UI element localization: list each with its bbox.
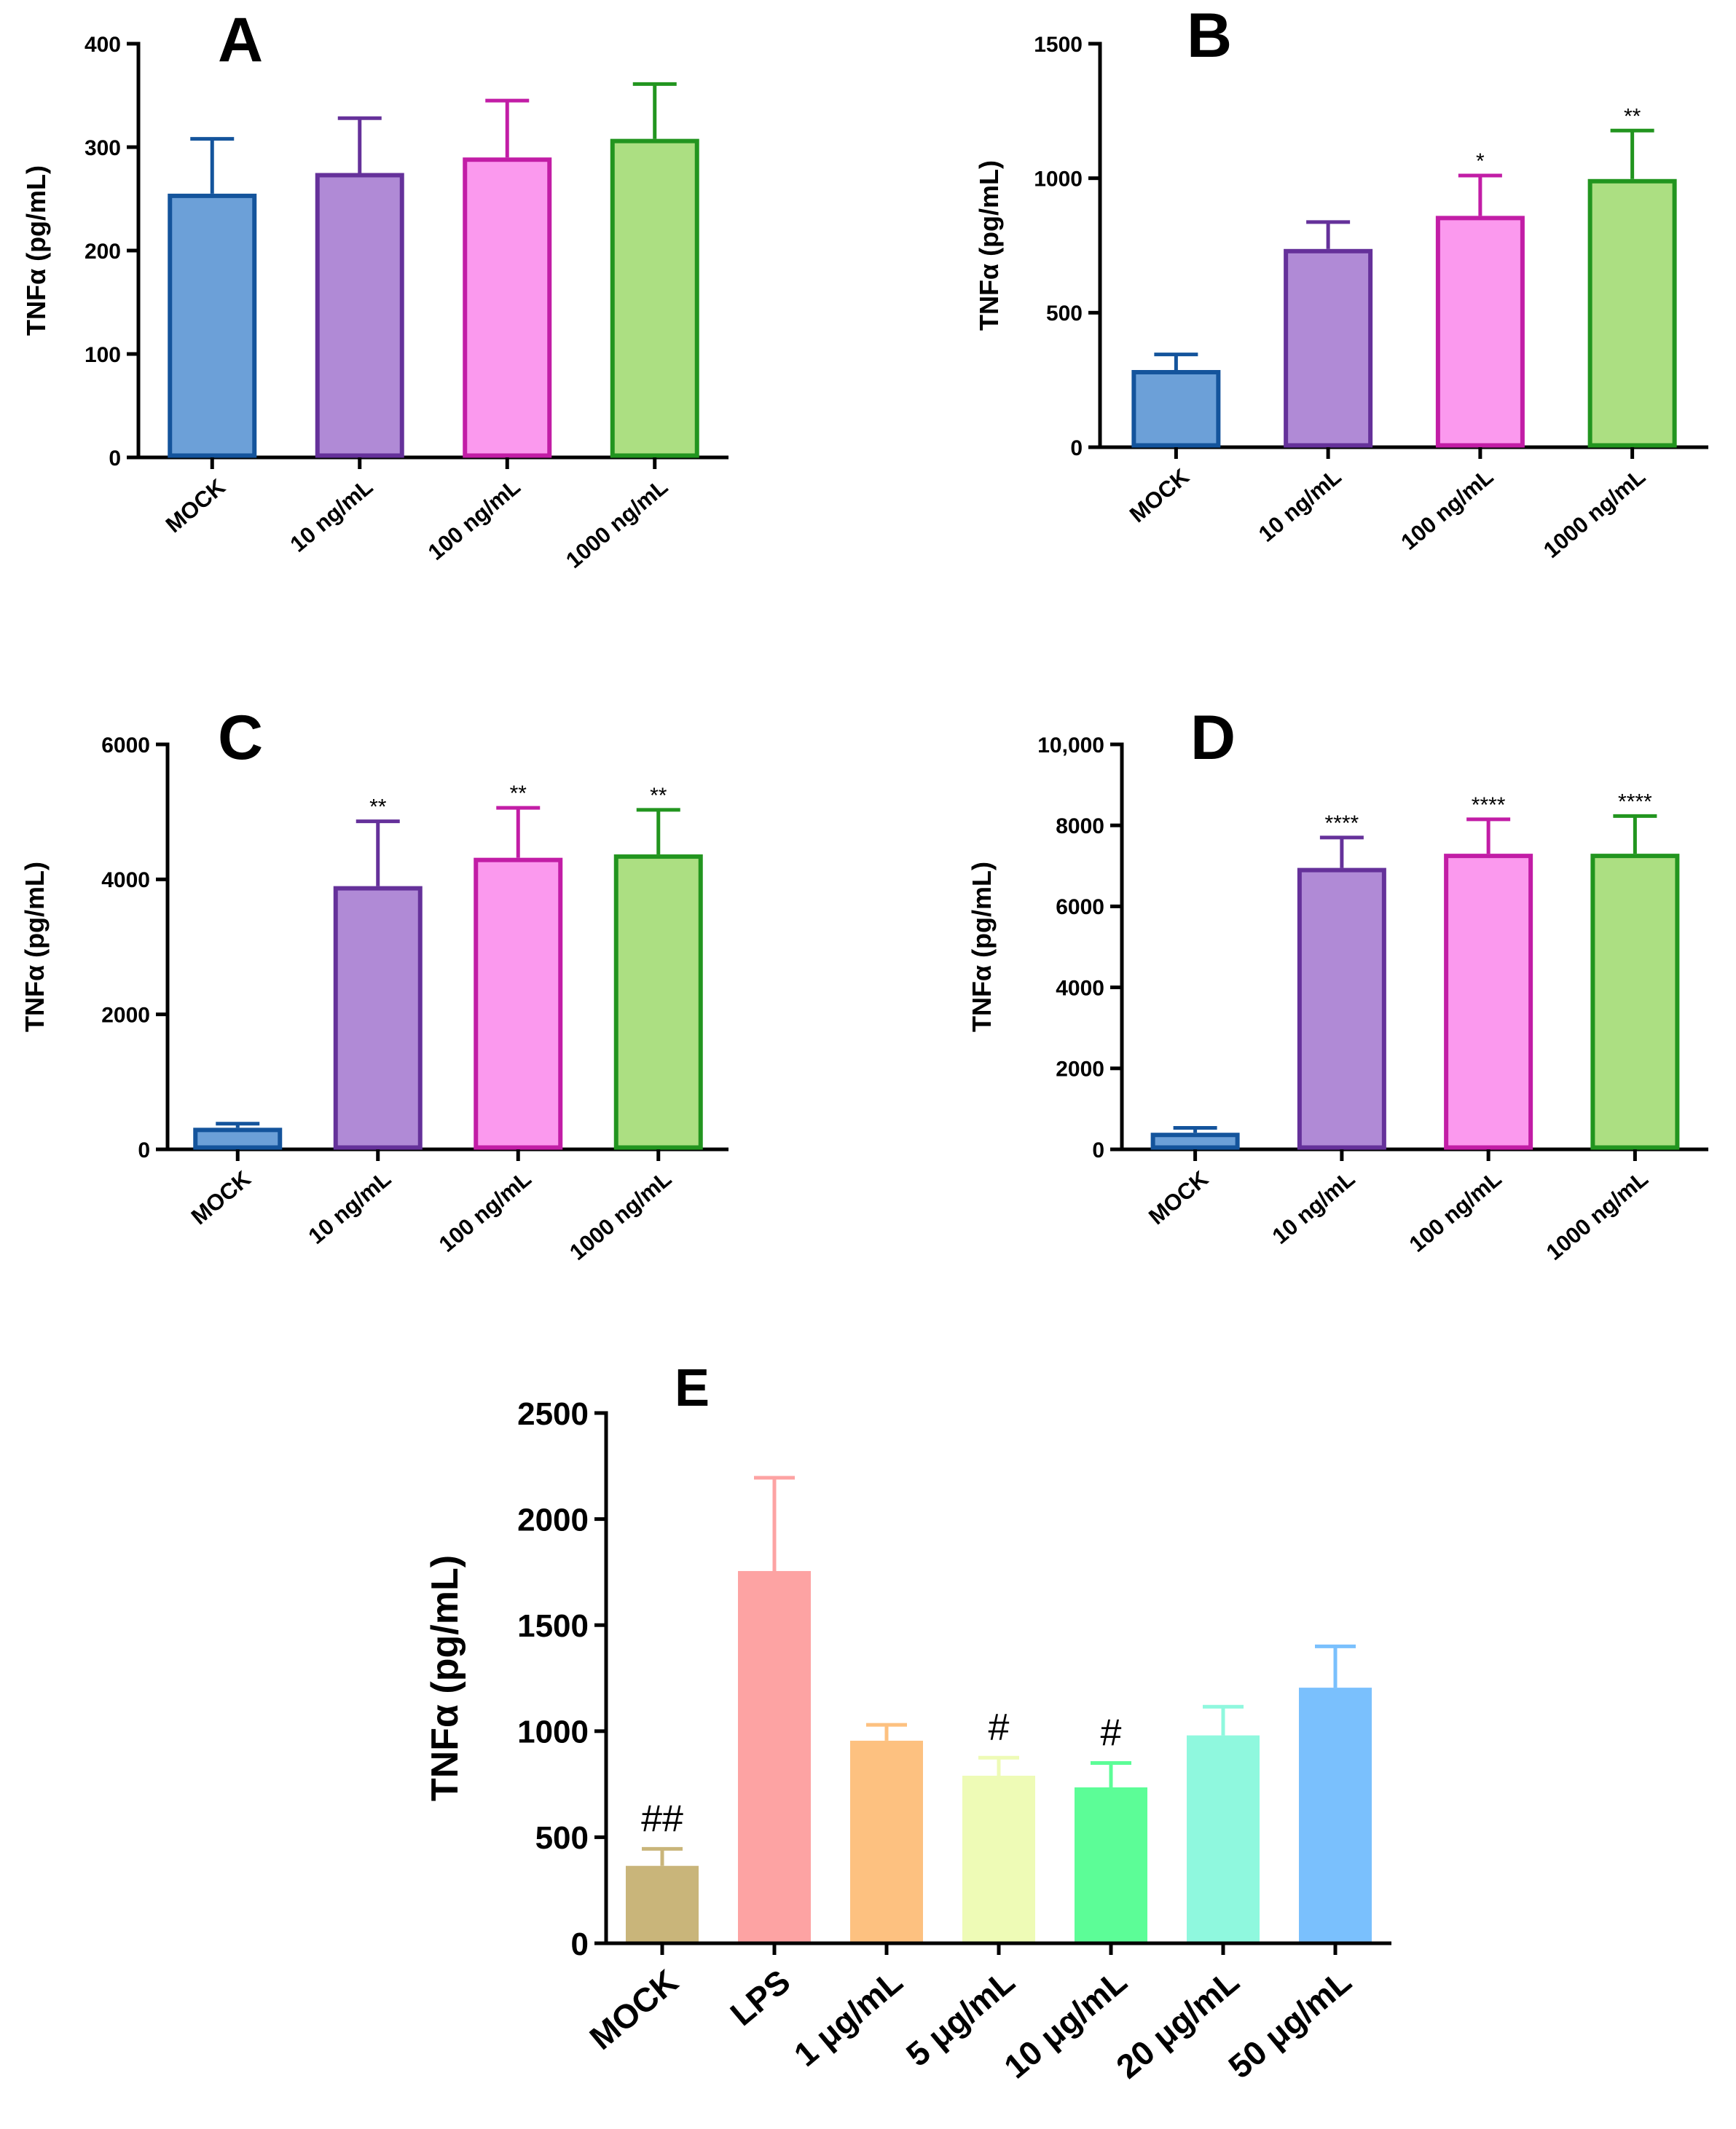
panel-a-y-label: TNFα (pg/mL) (21, 165, 51, 336)
panel-d-bar (1590, 854, 1680, 1150)
panel-d-y-tick-label: 0 (1092, 1138, 1104, 1162)
panel-b-category-label: 1000 ng/mL (1539, 464, 1650, 563)
panel-e-significance-marker: # (1101, 1712, 1122, 1754)
panel-d-y-tick-label: 2000 (1056, 1058, 1104, 1082)
panel-c-significance-marker: ** (510, 782, 527, 806)
panel-c-bar (333, 886, 423, 1150)
panel-d-bar (1444, 854, 1533, 1150)
panel-a-category-label: 100 ng/mL (423, 474, 525, 565)
panel-a: A 0 100 200 300 400 TNFα (pg/mL) MOCK 10 ng/mL 10… (21, 5, 728, 573)
panel-a-letter: A (218, 5, 263, 75)
panel-d-bar (1297, 867, 1386, 1150)
panel-a-category-label: 10 ng/mL (285, 474, 377, 557)
panel-c-letter: C (218, 703, 263, 773)
panel-b-bar (1131, 370, 1221, 448)
panel-a-category-label: 1000 ng/mL (561, 474, 672, 573)
panel-d-y-label: TNFα (pg/mL) (967, 862, 997, 1032)
panel-b-bar (1284, 248, 1373, 448)
panel-b-category-label: 10 ng/mL (1254, 464, 1346, 547)
panel-b-y-tick-label: 500 (1046, 302, 1083, 326)
panel-d-category-label: 10 ng/mL (1268, 1166, 1360, 1249)
panel-c-y-tick-label: 6000 (101, 733, 150, 757)
panel-c-category-label: 10 ng/mL (303, 1166, 396, 1249)
panel-e-bar (962, 1775, 1035, 1942)
panel-d-letter: D (1190, 703, 1236, 773)
panel-d-y-tick-label: 6000 (1056, 895, 1104, 919)
panel-a-y-tick-label: 300 (85, 136, 121, 160)
panel-b: B 0 500 1000 1500 TNFα (pg/mL) MOCK 10 ng/mL 100… (974, 1, 1708, 563)
panel-e-y-tick-label: 2500 (517, 1396, 589, 1432)
panel-e-category-label: 20 μg/mL (1109, 1962, 1246, 2086)
panel-e-category-label: 1 μg/mL (787, 1962, 910, 2074)
panel-c-significance-marker: ** (650, 784, 667, 808)
panel-e-category-label: 50 μg/mL (1221, 1962, 1358, 2086)
panel-e-category-label: 10 μg/mL (997, 1962, 1134, 2086)
panel-b-bar (1435, 216, 1525, 448)
panel-c-bar (613, 854, 703, 1150)
panel-b-y-label: TNFα (pg/mL) (974, 160, 1004, 331)
panel-a-category-label: MOCK (161, 473, 231, 538)
panel-b-bar (1587, 178, 1677, 448)
panel-e-y-tick-label: 1500 (517, 1608, 589, 1644)
panel-e-significance-marker: ## (641, 1798, 683, 1840)
panel-e-letter: E (675, 1359, 710, 1417)
panel-a-y-tick-label: 400 (85, 33, 121, 57)
panel-b-y-tick-label: 1500 (1034, 33, 1083, 57)
panel-b-category-label: 100 ng/mL (1396, 464, 1498, 555)
panel-c-y-tick-label: 4000 (101, 868, 150, 892)
panel-d-category-label: 1000 ng/mL (1541, 1166, 1653, 1265)
panel-e-bar (1299, 1688, 1372, 1942)
panel-e-y-label: TNFα (pg/mL) (424, 1555, 466, 1801)
panel-b-y-tick-label: 0 (1070, 436, 1083, 460)
panel-d-category-label: 100 ng/mL (1405, 1166, 1507, 1257)
panel-c-category-label: MOCK (186, 1165, 256, 1229)
panel-d-significance-marker: **** (1618, 790, 1652, 814)
panel-b-significance-marker: * (1476, 149, 1485, 173)
panel-e-y-tick-label: 2000 (517, 1502, 589, 1538)
panel-e-bar (738, 1570, 811, 1942)
panel-b-y-tick-label: 1000 (1034, 167, 1083, 191)
panel-e-bar (626, 1865, 699, 1942)
panel-b-letter: B (1187, 1, 1232, 71)
panel-d-y-tick-label: 4000 (1056, 976, 1104, 1000)
panel-c-category-label: 1000 ng/mL (565, 1166, 676, 1265)
panel-e-y-tick-label: 1000 (517, 1715, 589, 1750)
panel-d-category-label: MOCK (1144, 1165, 1214, 1229)
panel-e-category-label: LPS (723, 1962, 797, 2033)
panel-c-bar (193, 1128, 283, 1150)
panel-b-significance-marker: ** (1624, 104, 1641, 128)
panel-a-bar (610, 138, 699, 458)
panel-d-significance-marker: **** (1325, 811, 1359, 835)
panel-a-bar (168, 193, 257, 458)
panel-d-bar (1150, 1133, 1240, 1150)
panel-d-y-tick-label: 10,000 (1037, 733, 1104, 757)
panel-c-significance-marker: ** (369, 795, 387, 819)
panel-c-y-tick-label: 0 (138, 1138, 150, 1162)
panel-e-y-tick-label: 500 (535, 1820, 589, 1856)
panel-a-y-tick-label: 0 (109, 446, 121, 471)
panel-c-bar (474, 857, 563, 1150)
panel-a-bar (315, 173, 404, 458)
panel-e-bar (1187, 1735, 1260, 1942)
panel-e-significance-marker: # (989, 1707, 1010, 1749)
panel-d: D 0 2000 4000 6000 8000 10,000 TNFα (pg/mL) MOCK… (967, 703, 1708, 1265)
panel-a-y-tick-label: 100 (85, 343, 121, 367)
panel-c: C 0 2000 4000 6000 TNFα (pg/mL) MOCK 10 ng/mL **… (20, 703, 728, 1265)
panel-c-category-label: 100 ng/mL (434, 1166, 536, 1257)
panel-a-bar (463, 157, 552, 458)
panel-e-bar (850, 1740, 923, 1942)
panel-c-y-tick-label: 2000 (101, 1003, 150, 1027)
panel-d-significance-marker: **** (1472, 793, 1506, 817)
panel-e-category-label: MOCK (582, 1962, 685, 2057)
panel-d-y-tick-label: 8000 (1056, 814, 1104, 838)
panel-e-bar (1075, 1787, 1147, 1942)
panel-a-y-tick-label: 200 (85, 240, 121, 264)
panel-c-y-label: TNFα (pg/mL) (20, 862, 50, 1032)
panel-e-y-tick-label: 0 (571, 1927, 589, 1962)
panel-b-category-label: MOCK (1125, 463, 1195, 527)
